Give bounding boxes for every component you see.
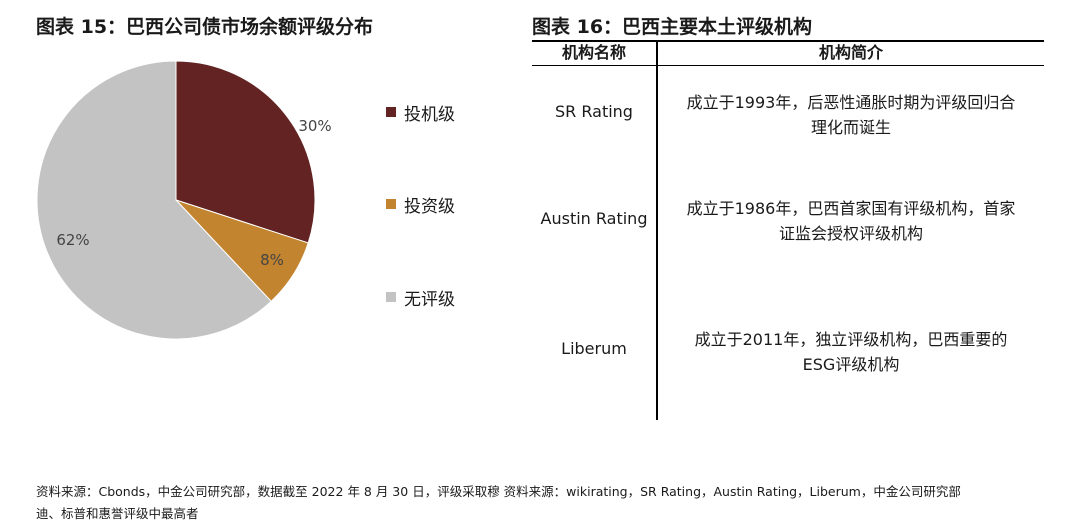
source-line: 迪、标普和惠誉评级中最高者 — [36, 506, 199, 521]
source-line: 资料来源：Cbonds，中金公司研究部，数据截至 2022 年 8 月 30 日… — [36, 484, 961, 499]
header-agency-name: 机构名称 — [561, 43, 626, 62]
agency-name-liberum: Liberum — [561, 339, 627, 358]
source-note: 资料来源：Cbonds，中金公司研究部，数据截至 2022 年 8 月 30 日… — [36, 481, 1046, 525]
chart-title: 图表 15：巴西公司债市场余额评级分布 — [36, 16, 374, 38]
table-column-divider — [656, 40, 658, 420]
pie-slice — [36, 60, 272, 340]
legend-item-speculative: 投机级 — [386, 100, 586, 125]
agency-desc-line: 理化而诞生 — [810, 118, 891, 137]
agency-desc-line: 证监会授权评级机构 — [778, 224, 923, 243]
legend-swatch-unrated — [386, 292, 396, 302]
legend-label-unrated: 无评级 — [404, 289, 455, 310]
pie-slice — [175, 60, 316, 244]
legend-label-investment: 投资级 — [404, 196, 455, 217]
pie-slice-label: 62% — [56, 231, 89, 249]
header-agency-description: 机构简介 — [818, 43, 883, 62]
legend-swatch-speculative — [386, 107, 396, 117]
pie-chart: 30% 8% 62% — [36, 60, 332, 340]
agency-name-sr-rating: SR Rating — [555, 102, 633, 121]
pie-slice-label: 30% — [298, 117, 331, 135]
agency-name-austin-rating: Austin Rating — [540, 209, 648, 228]
agency-desc-liberum: 成立于2011年，独立评级机构，巴西重要的 ESG评级机构 — [658, 327, 1044, 377]
legend-swatch-investment — [386, 199, 396, 209]
pie-slice-label: 8% — [260, 251, 284, 269]
legend-item-unrated: 无评级 — [386, 285, 586, 310]
agency-desc-line: 成立于1986年，巴西首家国有评级机构，首家 — [686, 199, 1016, 218]
table-top-rule — [532, 40, 1044, 42]
agency-desc-line: 成立于1993年，后恶性通胀时期为评级回归合 — [686, 93, 1016, 112]
table-header-rule — [532, 65, 1044, 66]
rating-agencies-table: 机构名称 机构简介 SR Rating 成立于1993年，后恶性通胀时期为评级回… — [532, 40, 1044, 422]
legend-item-investment: 投资级 — [386, 192, 586, 217]
legend-label-speculative: 投机级 — [404, 104, 455, 125]
agency-desc-line: 成立于2011年，独立评级机构，巴西重要的 — [694, 330, 1008, 349]
agency-desc-line: ESG评级机构 — [802, 355, 900, 374]
table-title: 图表 16：巴西主要本土评级机构 — [532, 16, 813, 38]
agency-desc-sr-rating: 成立于1993年，后恶性通胀时期为评级回归合 理化而诞生 — [658, 90, 1044, 140]
agency-desc-austin-rating: 成立于1986年，巴西首家国有评级机构，首家 证监会授权评级机构 — [658, 196, 1044, 246]
